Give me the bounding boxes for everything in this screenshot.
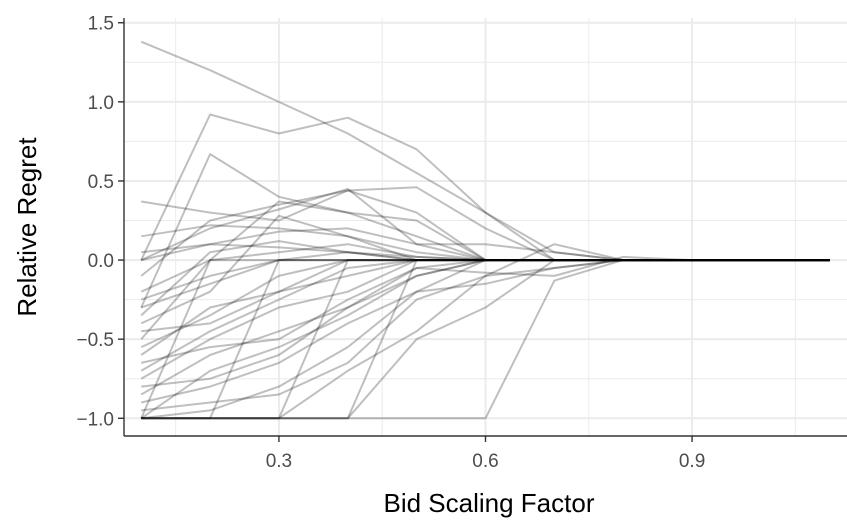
series-line-4 <box>140 40 830 262</box>
series-line-27 <box>141 259 830 420</box>
series-line-1 <box>141 259 830 420</box>
series-line-32 <box>141 259 830 420</box>
y-axis-title: Relative Regret <box>12 137 42 317</box>
y-tick-label-1: 1.0 <box>88 93 114 114</box>
y-tick-label-5: −1.0 <box>76 409 114 430</box>
y-tick-label-4: −0.5 <box>76 330 114 351</box>
series-line-31 <box>140 227 830 262</box>
series-line-21 <box>140 259 830 349</box>
series-line-23 <box>140 259 830 309</box>
series-line-24 <box>140 259 830 404</box>
series-line-0 <box>140 259 830 419</box>
x-tick-label-1: 0.6 <box>472 451 498 472</box>
series-line-33 <box>140 189 830 277</box>
x-axis-title: Bid Scaling Factor <box>384 488 595 518</box>
series-line-30 <box>141 255 830 388</box>
series-lines <box>140 40 830 420</box>
series-line-22 <box>140 259 830 420</box>
series-line-16 <box>140 259 830 396</box>
series-line-28 <box>141 259 830 420</box>
series-line-15 <box>140 259 830 380</box>
series-line-8 <box>140 200 830 340</box>
series-line-6 <box>140 153 830 308</box>
ticks: 0.3 0.6 0.9 1.5 1.0 0.5 0.0 −0.5 −1.0 <box>76 14 705 472</box>
series-line-12 <box>140 259 830 356</box>
series-line-18 <box>140 243 830 293</box>
y-tick-label-2: 0.5 <box>88 172 114 193</box>
y-tick-label-0: 1.5 <box>88 14 114 35</box>
series-line-11 <box>140 240 830 317</box>
x-tick-label-0: 0.3 <box>266 451 292 472</box>
series-line-14 <box>140 251 830 301</box>
y-tick-label-3: 0.0 <box>88 251 114 272</box>
grid <box>124 18 847 436</box>
series-line-3 <box>141 259 830 420</box>
series-line-17 <box>140 214 830 325</box>
series-line-29 <box>141 243 830 412</box>
series-line-9 <box>141 224 830 262</box>
series-line-19 <box>140 259 830 364</box>
series-line-13 <box>141 259 830 333</box>
series-line-26 <box>141 259 830 420</box>
series-line-2 <box>141 259 830 420</box>
series-line-7 <box>141 186 830 262</box>
series-line-20 <box>140 187 830 262</box>
series-line-25 <box>140 259 830 372</box>
series-line-5 <box>140 113 830 262</box>
series-line-10 <box>141 243 830 262</box>
x-tick-label-2: 0.9 <box>679 451 705 472</box>
